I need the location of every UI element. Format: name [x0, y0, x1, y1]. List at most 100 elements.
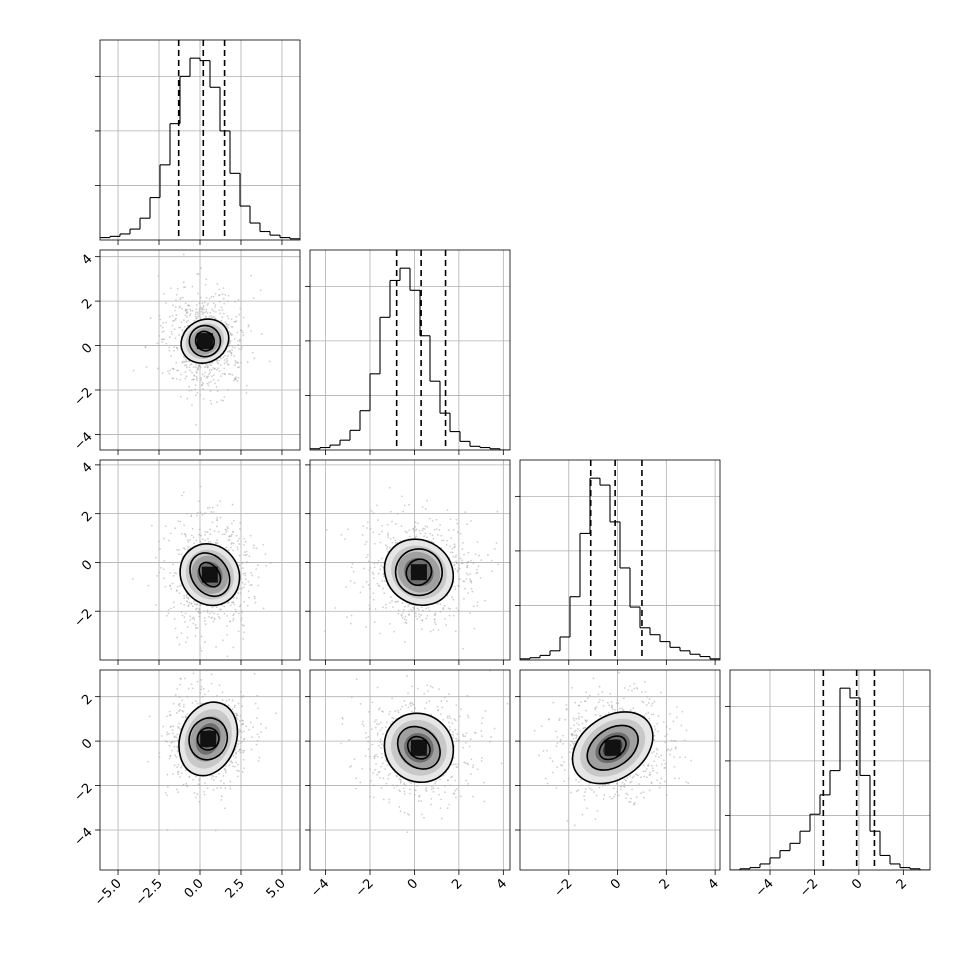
scatter-point — [171, 367, 174, 370]
scatter-point — [387, 534, 389, 537]
scatter-point — [566, 819, 569, 822]
scatter-point — [162, 725, 165, 728]
scatter-point — [452, 757, 455, 759]
scatter-point — [650, 764, 653, 767]
scatter-point — [456, 531, 459, 533]
scatter-point — [443, 604, 446, 607]
scatter-point — [438, 688, 440, 691]
scatter-point — [334, 607, 337, 609]
scatter-point — [464, 762, 467, 765]
scatter-point — [230, 352, 233, 355]
y-tick-label: 0 — [79, 736, 95, 752]
scatter-point — [466, 523, 469, 526]
scatter-point — [423, 816, 425, 819]
contour-line — [188, 324, 222, 358]
scatter-point — [239, 329, 242, 332]
scatter-point — [209, 533, 212, 536]
scatter-point — [454, 789, 457, 792]
scatter-point — [387, 777, 390, 780]
scatter-point — [364, 732, 367, 734]
x-tick-label: −2 — [797, 876, 821, 900]
scatter-point — [447, 529, 450, 532]
scatter-point — [216, 361, 219, 364]
scatter-point — [167, 608, 170, 611]
scatter-point — [376, 562, 379, 565]
scatter-point — [556, 742, 559, 744]
scatter-point — [656, 749, 659, 751]
scatter-point — [220, 319, 223, 322]
scatter-point — [213, 618, 216, 621]
y-tick-label: −2 — [71, 385, 95, 409]
scatter-point — [206, 366, 209, 369]
y-tick-label: 0 — [79, 557, 95, 573]
density-layer — [147, 660, 277, 832]
scatter-point — [384, 603, 387, 606]
scatter-point — [190, 389, 193, 392]
scatter-point — [264, 553, 267, 556]
scatter-point — [562, 734, 564, 737]
scatter-point — [183, 326, 186, 328]
scatter-point — [241, 581, 244, 584]
scatter-point — [235, 761, 238, 764]
scatter-point — [199, 366, 202, 369]
scatter-point — [189, 369, 192, 372]
scatter-point — [195, 607, 198, 610]
scatter-point — [399, 790, 401, 793]
scatter-point — [409, 701, 412, 704]
scatter-point — [223, 302, 226, 305]
scatter-point — [182, 281, 185, 284]
scatter-point — [648, 789, 651, 792]
scatter-point — [156, 574, 159, 577]
scatter-point — [248, 555, 251, 558]
scatter-point — [184, 612, 187, 615]
scatter-point — [470, 773, 472, 776]
scatter-point — [408, 603, 410, 606]
scatter-point — [257, 707, 259, 710]
scatter-point — [578, 704, 581, 707]
scatter-point — [162, 321, 165, 324]
scatter-point — [381, 524, 384, 527]
scatter-point — [209, 371, 212, 374]
scatter-point — [372, 784, 375, 787]
scatter-point — [607, 783, 610, 786]
scatter-point — [643, 715, 646, 717]
scatter-point — [419, 532, 422, 535]
scatter-point — [572, 743, 575, 745]
density-peak — [410, 739, 427, 756]
scatter-point — [559, 763, 562, 766]
scatter-point — [361, 534, 364, 537]
scatter-point — [470, 579, 473, 582]
scatter-point — [179, 395, 182, 398]
scatter-point — [614, 793, 617, 796]
scatter-point — [178, 548, 180, 551]
scatter-point — [204, 315, 207, 318]
scatter-point — [238, 554, 241, 557]
scatter-point — [217, 615, 220, 618]
scatter-point — [254, 702, 257, 705]
scatter-point — [638, 783, 640, 785]
scatter-point — [449, 728, 452, 731]
y-tick-label: 2 — [79, 296, 95, 312]
scatter-point — [444, 785, 446, 787]
scatter-point — [166, 740, 169, 743]
scatter-point — [430, 803, 432, 806]
scatter-point — [220, 660, 222, 662]
scatter-point — [598, 685, 601, 688]
scatter-point — [176, 636, 179, 639]
x-tick-label: 4 — [705, 876, 721, 892]
scatter-point — [575, 790, 578, 793]
scatter-point — [367, 748, 370, 751]
scatter-point — [497, 563, 500, 566]
scatter-point — [384, 606, 387, 609]
scatter-point — [402, 787, 405, 790]
scatter-point — [561, 764, 564, 767]
scatter-point — [241, 771, 244, 773]
scatter-point — [241, 567, 244, 569]
scatter-point — [198, 310, 201, 312]
scatter-point — [189, 619, 192, 621]
scatter-point — [202, 688, 205, 690]
scatter-point — [229, 620, 232, 623]
scatter-point — [345, 585, 348, 588]
scatter-point — [440, 817, 443, 820]
scatter-point — [192, 536, 195, 539]
